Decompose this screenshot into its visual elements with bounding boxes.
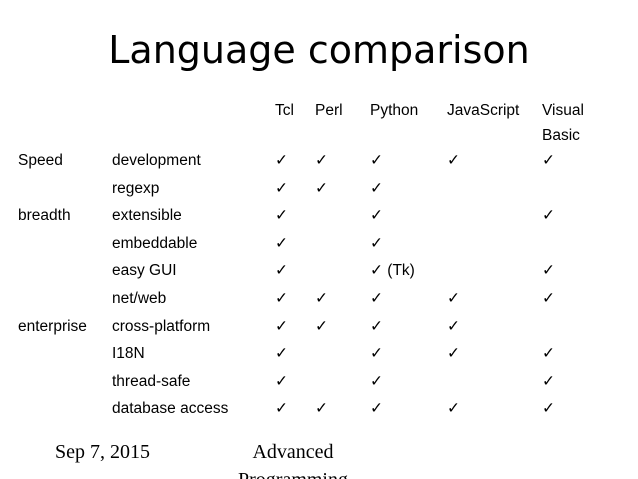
check-cell: ✓ bbox=[370, 179, 383, 197]
row-feature: database access bbox=[112, 400, 229, 418]
check-cell: ✓ bbox=[370, 234, 383, 252]
column-header: Perl bbox=[315, 102, 343, 119]
row-group: breadth bbox=[18, 207, 71, 225]
check-cell: ✓ bbox=[315, 290, 328, 307]
check-cell: ✓ bbox=[447, 400, 460, 418]
column-header: Python bbox=[370, 102, 419, 119]
check-cell: ✓ bbox=[370, 345, 383, 363]
footer-course: Advanced Programming bbox=[238, 441, 348, 479]
check-cell: ✓ bbox=[542, 262, 555, 280]
check-cell: ✓ bbox=[447, 317, 460, 335]
row-feature: I18N bbox=[112, 345, 145, 363]
check-cell: ✓ bbox=[275, 400, 288, 418]
row-group: Speed bbox=[18, 152, 63, 169]
check-cell: ✓ bbox=[542, 207, 555, 225]
check-cell: ✓ bbox=[370, 317, 383, 335]
check-cell: ✓ bbox=[315, 400, 328, 418]
row-feature: embeddable bbox=[112, 234, 198, 252]
row-feature: regexp bbox=[112, 179, 160, 197]
check-cell: ✓ bbox=[315, 152, 328, 169]
check-cell: ✓ bbox=[315, 179, 328, 197]
row-feature: extensible bbox=[112, 207, 182, 225]
check-cell: ✓ bbox=[275, 290, 288, 307]
column-header: JavaScript bbox=[447, 102, 520, 119]
check-cell: ✓ bbox=[275, 179, 288, 197]
check-cell: ✓ bbox=[370, 400, 383, 418]
check-cell: ✓ bbox=[447, 152, 460, 169]
check-cell: ✓ bbox=[275, 345, 288, 363]
check-cell: ✓ bbox=[542, 290, 555, 307]
check-cell: ✓ bbox=[447, 290, 460, 307]
check-cell: ✓ bbox=[315, 317, 328, 335]
column-header: Tcl bbox=[275, 102, 294, 119]
row-feature: development bbox=[112, 152, 201, 169]
row-feature: thread-safe bbox=[112, 372, 191, 390]
check-cell: ✓ bbox=[275, 372, 288, 390]
check-cell: ✓ bbox=[275, 317, 288, 335]
check-cell: ✓ bbox=[447, 345, 460, 363]
check-cell: ✓ bbox=[275, 262, 288, 280]
check-cell: ✓ bbox=[370, 207, 383, 225]
slide-title: Language comparison bbox=[108, 28, 530, 72]
footer-date: Sep 7, 2015 bbox=[55, 441, 150, 463]
row-feature: cross-platform bbox=[112, 317, 211, 335]
row-group: enterprise bbox=[18, 317, 87, 335]
check-cell: ✓ bbox=[542, 372, 555, 390]
check-cell: ✓ bbox=[370, 152, 383, 169]
check-cell: ✓ bbox=[370, 372, 383, 390]
row-feature: net/web bbox=[112, 290, 167, 307]
row-feature: easy GUI bbox=[112, 262, 177, 280]
check-cell: ✓ bbox=[542, 345, 555, 363]
check-cell: ✓ bbox=[275, 234, 288, 252]
check-cell: ✓ (Tk) bbox=[370, 262, 415, 280]
check-cell: ✓ bbox=[542, 152, 555, 169]
check-cell: ✓ bbox=[542, 400, 555, 418]
check-cell: ✓ bbox=[370, 290, 383, 307]
check-cell: ✓ bbox=[275, 152, 288, 169]
column-header: Visual Basic bbox=[542, 102, 584, 144]
check-cell: ✓ bbox=[275, 207, 288, 225]
